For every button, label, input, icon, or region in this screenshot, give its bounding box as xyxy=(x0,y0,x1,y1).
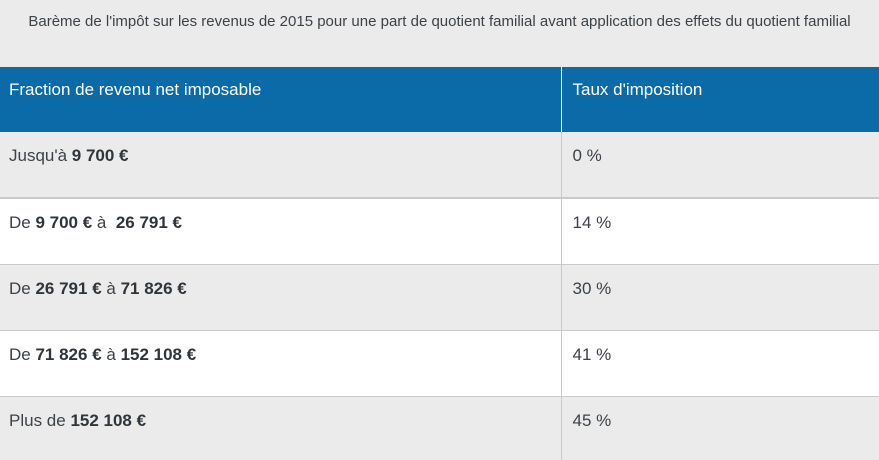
table-row: De 71 826 € à 152 108 € 41 % xyxy=(0,329,879,396)
tax-rate-cell: 41 % xyxy=(561,329,879,396)
row-amount-from: 9 700 € xyxy=(35,213,93,232)
header-tax-rate: Taux d'imposition xyxy=(561,67,879,132)
row-prefix: Jusqu'à xyxy=(9,146,72,165)
row-amount-to: 71 826 € xyxy=(120,278,187,298)
row-connector: à xyxy=(92,213,116,232)
row-amount-from: 9 700 € xyxy=(71,146,129,165)
row-amount-to: 152 108 € xyxy=(120,344,197,364)
table-row: De 9 700 € à 26 791 € 14 % xyxy=(0,197,879,264)
row-prefix: De xyxy=(9,344,36,364)
income-fraction-cell: De 71 826 € à 152 108 € xyxy=(0,329,562,396)
header-income-fraction: Fraction de revenu net imposable xyxy=(0,67,562,132)
income-fraction-cell: De 9 700 € à 26 791 € xyxy=(0,197,562,264)
tax-rate-cell: 45 % xyxy=(561,395,879,460)
income-fraction-cell: Jusqu'à 9 700 € xyxy=(0,132,562,198)
income-fraction-cell: De 26 791 € à 71 826 € xyxy=(0,263,562,330)
table-caption: Barème de l'impôt sur les revenus de 201… xyxy=(0,0,879,67)
tax-rate-cell: 30 % xyxy=(561,263,879,330)
table-header-row: Fraction de revenu net imposable Taux d'… xyxy=(0,67,879,132)
income-fraction-cell: Plus de 152 108 € xyxy=(0,395,562,460)
row-amount-from: 152 108 € xyxy=(70,410,147,430)
tax-bracket-table: Fraction de revenu net imposable Taux d'… xyxy=(0,67,879,460)
table-row: De 26 791 € à 71 826 € 30 % xyxy=(0,263,879,330)
row-amount-from: 71 826 € xyxy=(35,344,102,364)
table-row: Plus de 152 108 € 45 % xyxy=(0,395,879,460)
row-prefix: De xyxy=(9,278,36,298)
row-amount-from: 26 791 € xyxy=(35,278,102,298)
tax-rate-cell: 0 % xyxy=(561,132,879,198)
row-amount-to: 26 791 € xyxy=(115,213,183,232)
tax-rate-cell: 14 % xyxy=(561,197,879,264)
row-prefix: Plus de xyxy=(9,410,71,430)
table-row: Jusqu'à 9 700 € 0 % xyxy=(0,132,879,198)
row-connector: à xyxy=(101,344,121,364)
row-prefix: De xyxy=(9,213,36,232)
row-connector: à xyxy=(101,278,121,298)
